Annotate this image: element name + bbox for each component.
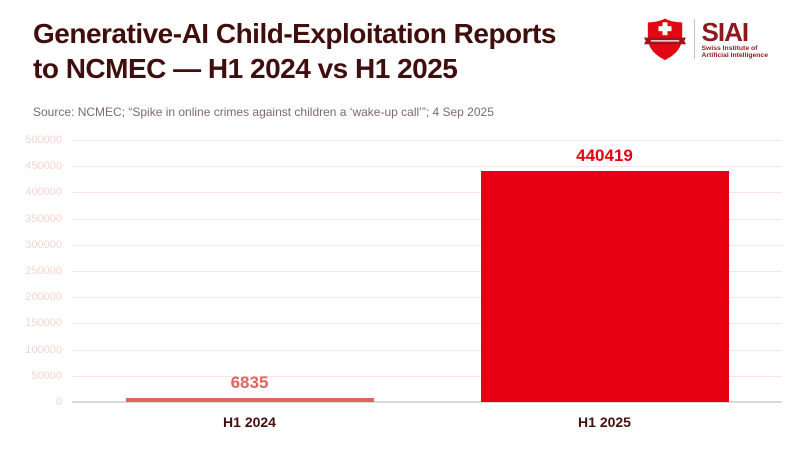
gridline xyxy=(72,271,782,272)
gridline xyxy=(72,192,782,194)
y-axis-tick-label: 200000 xyxy=(25,291,62,304)
gridline xyxy=(72,323,782,325)
y-axis-tick-label: 500000 xyxy=(25,134,62,146)
bar-h1-2024 xyxy=(126,398,374,402)
gridline xyxy=(72,244,782,246)
page-title: Generative-AI Child-Exploitation Reports… xyxy=(33,16,556,86)
page-title-line-2: to NCMEC — H1 2024 vs H1 2025 xyxy=(33,53,458,84)
logo-divider xyxy=(693,19,695,59)
y-axis-tick-label: 300000 xyxy=(25,238,62,251)
x-axis-line xyxy=(72,401,782,403)
gridline xyxy=(72,349,782,351)
y-axis-tick-label: 450000 xyxy=(25,160,62,173)
source-caption: Source: NCMEC; “Spike in online crimes a… xyxy=(33,105,494,119)
logo-name-line-2: Artificial Intelligence xyxy=(701,52,768,59)
y-axis-tick-label: 250000 xyxy=(25,265,62,277)
y-axis-tick-label: 350000 xyxy=(25,212,62,225)
logo-text: SIAI Swiss Institute of Artificial Intel… xyxy=(702,19,768,60)
gridline xyxy=(72,297,782,299)
siai-logo: SIAI Swiss Institute of Artificial Intel… xyxy=(643,16,768,62)
x-axis-label-h1-2025: H1 2025 xyxy=(578,414,631,430)
bar-value-label-h1-2024: 6835 xyxy=(230,373,269,392)
swiss-shield-icon xyxy=(643,18,686,60)
page-title-line-1: Generative-AI Child-Exploitation Reports xyxy=(33,18,556,49)
gridline xyxy=(72,140,782,141)
y-axis-tick-label: 400000 xyxy=(25,186,62,199)
plot-area: 0 50000 100000 150000 200000 250000 300000 3500… xyxy=(25,134,782,430)
y-axis-tick-label: 150000 xyxy=(25,317,62,330)
bar-h1-2025 xyxy=(481,171,729,402)
y-axis-tick-label: 0 xyxy=(55,396,62,408)
logo-name-line-1: Swiss Institute of xyxy=(701,44,758,52)
gridline xyxy=(72,166,782,168)
gridline xyxy=(72,218,782,220)
x-axis-label-h1-2024: H1 2024 xyxy=(223,414,276,430)
logo-acronym: SIAI xyxy=(701,16,750,47)
y-axis-tick-label: 50000 xyxy=(31,369,62,382)
y-axis-tick-label: 100000 xyxy=(25,343,62,356)
bar-chart: 0 50000 100000 150000 200000 250000 300000 3500… xyxy=(25,134,782,430)
bar-value-label-h1-2025: 440419 xyxy=(576,146,633,165)
gridline xyxy=(72,375,782,377)
